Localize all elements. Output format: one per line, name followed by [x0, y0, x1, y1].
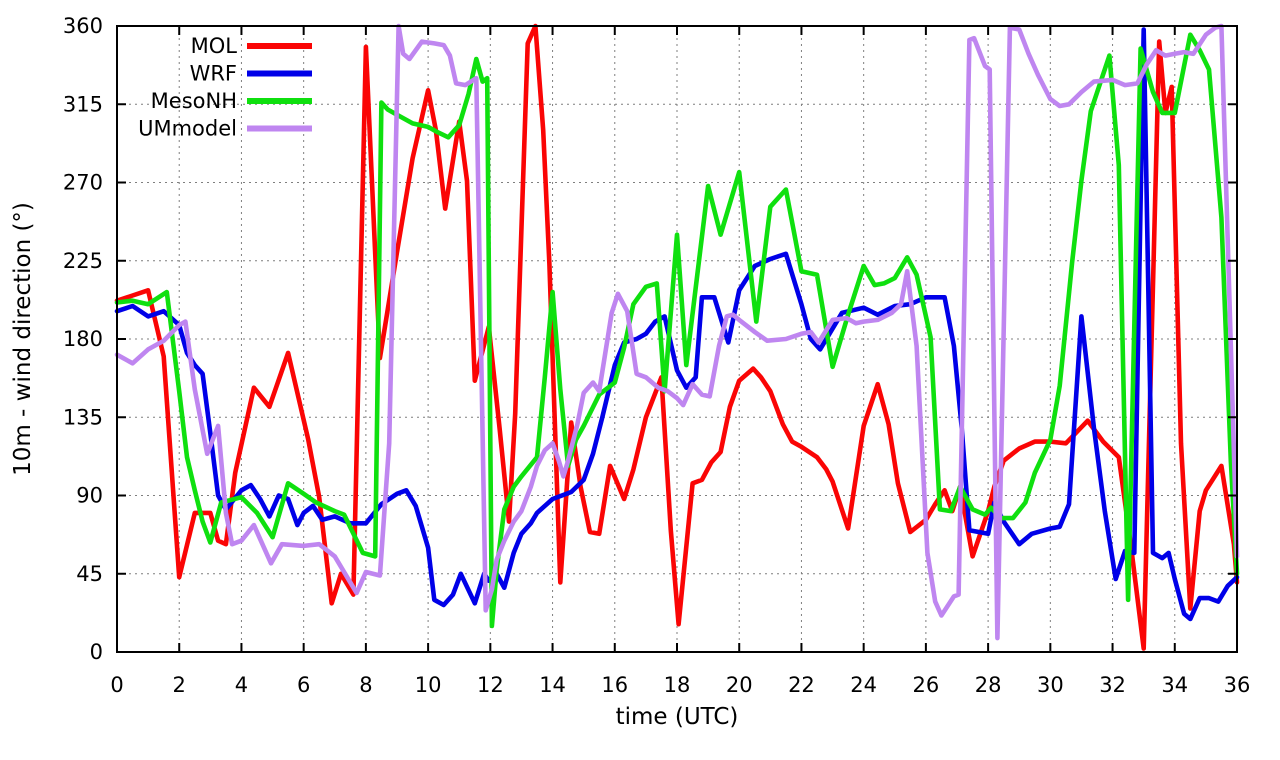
x-tick-label-22: 22 — [788, 673, 815, 697]
x-tick-label-30: 30 — [1037, 673, 1064, 697]
y-tick-label-0: 0 — [90, 640, 103, 664]
x-tick-label-28: 28 — [975, 673, 1002, 697]
y-tick-label-360: 360 — [63, 14, 103, 38]
x-tick-label-8: 8 — [359, 673, 372, 697]
x-tick-label-20: 20 — [726, 673, 753, 697]
series-line-MesoNH — [114, 32, 1240, 629]
x-tick-label-2: 2 — [173, 673, 186, 697]
x-tick-label-16: 16 — [601, 673, 628, 697]
x-tick-label-4: 4 — [235, 673, 248, 697]
y-tick-label-45: 45 — [76, 562, 103, 586]
legend-label-UMmodel: UMmodel — [138, 117, 237, 141]
x-tick-label-34: 34 — [1161, 673, 1188, 697]
x-tick-label-0: 0 — [110, 673, 123, 697]
y-axis-label: 10m - wind direction (°) — [10, 202, 36, 476]
x-tick-label-26: 26 — [913, 673, 940, 697]
y-tick-label-315: 315 — [63, 92, 103, 116]
x-tick-label-12: 12 — [477, 673, 504, 697]
x-axis-label: time (UTC) — [616, 704, 739, 730]
series-line-UMmodel — [114, 23, 1240, 641]
legend-label-MesoNH: MesoNH — [151, 89, 237, 113]
series-line-WRF — [114, 27, 1240, 622]
x-tick-label-6: 6 — [297, 673, 310, 697]
y-tick-label-180: 180 — [63, 327, 103, 351]
x-tick-label-36: 36 — [1224, 673, 1251, 697]
x-tick-label-32: 32 — [1099, 673, 1126, 697]
x-tick-label-14: 14 — [539, 673, 566, 697]
y-tick-label-90: 90 — [76, 484, 103, 508]
x-tick-label-10: 10 — [415, 673, 442, 697]
x-tick-label-18: 18 — [664, 673, 691, 697]
legend-label-MOL: MOL — [191, 34, 238, 58]
y-tick-label-135: 135 — [63, 405, 103, 429]
legend-label-WRF: WRF — [190, 62, 237, 86]
y-tick-label-270: 270 — [63, 171, 103, 195]
x-tick-label-24: 24 — [850, 673, 877, 697]
y-tick-label-225: 225 — [63, 249, 103, 273]
